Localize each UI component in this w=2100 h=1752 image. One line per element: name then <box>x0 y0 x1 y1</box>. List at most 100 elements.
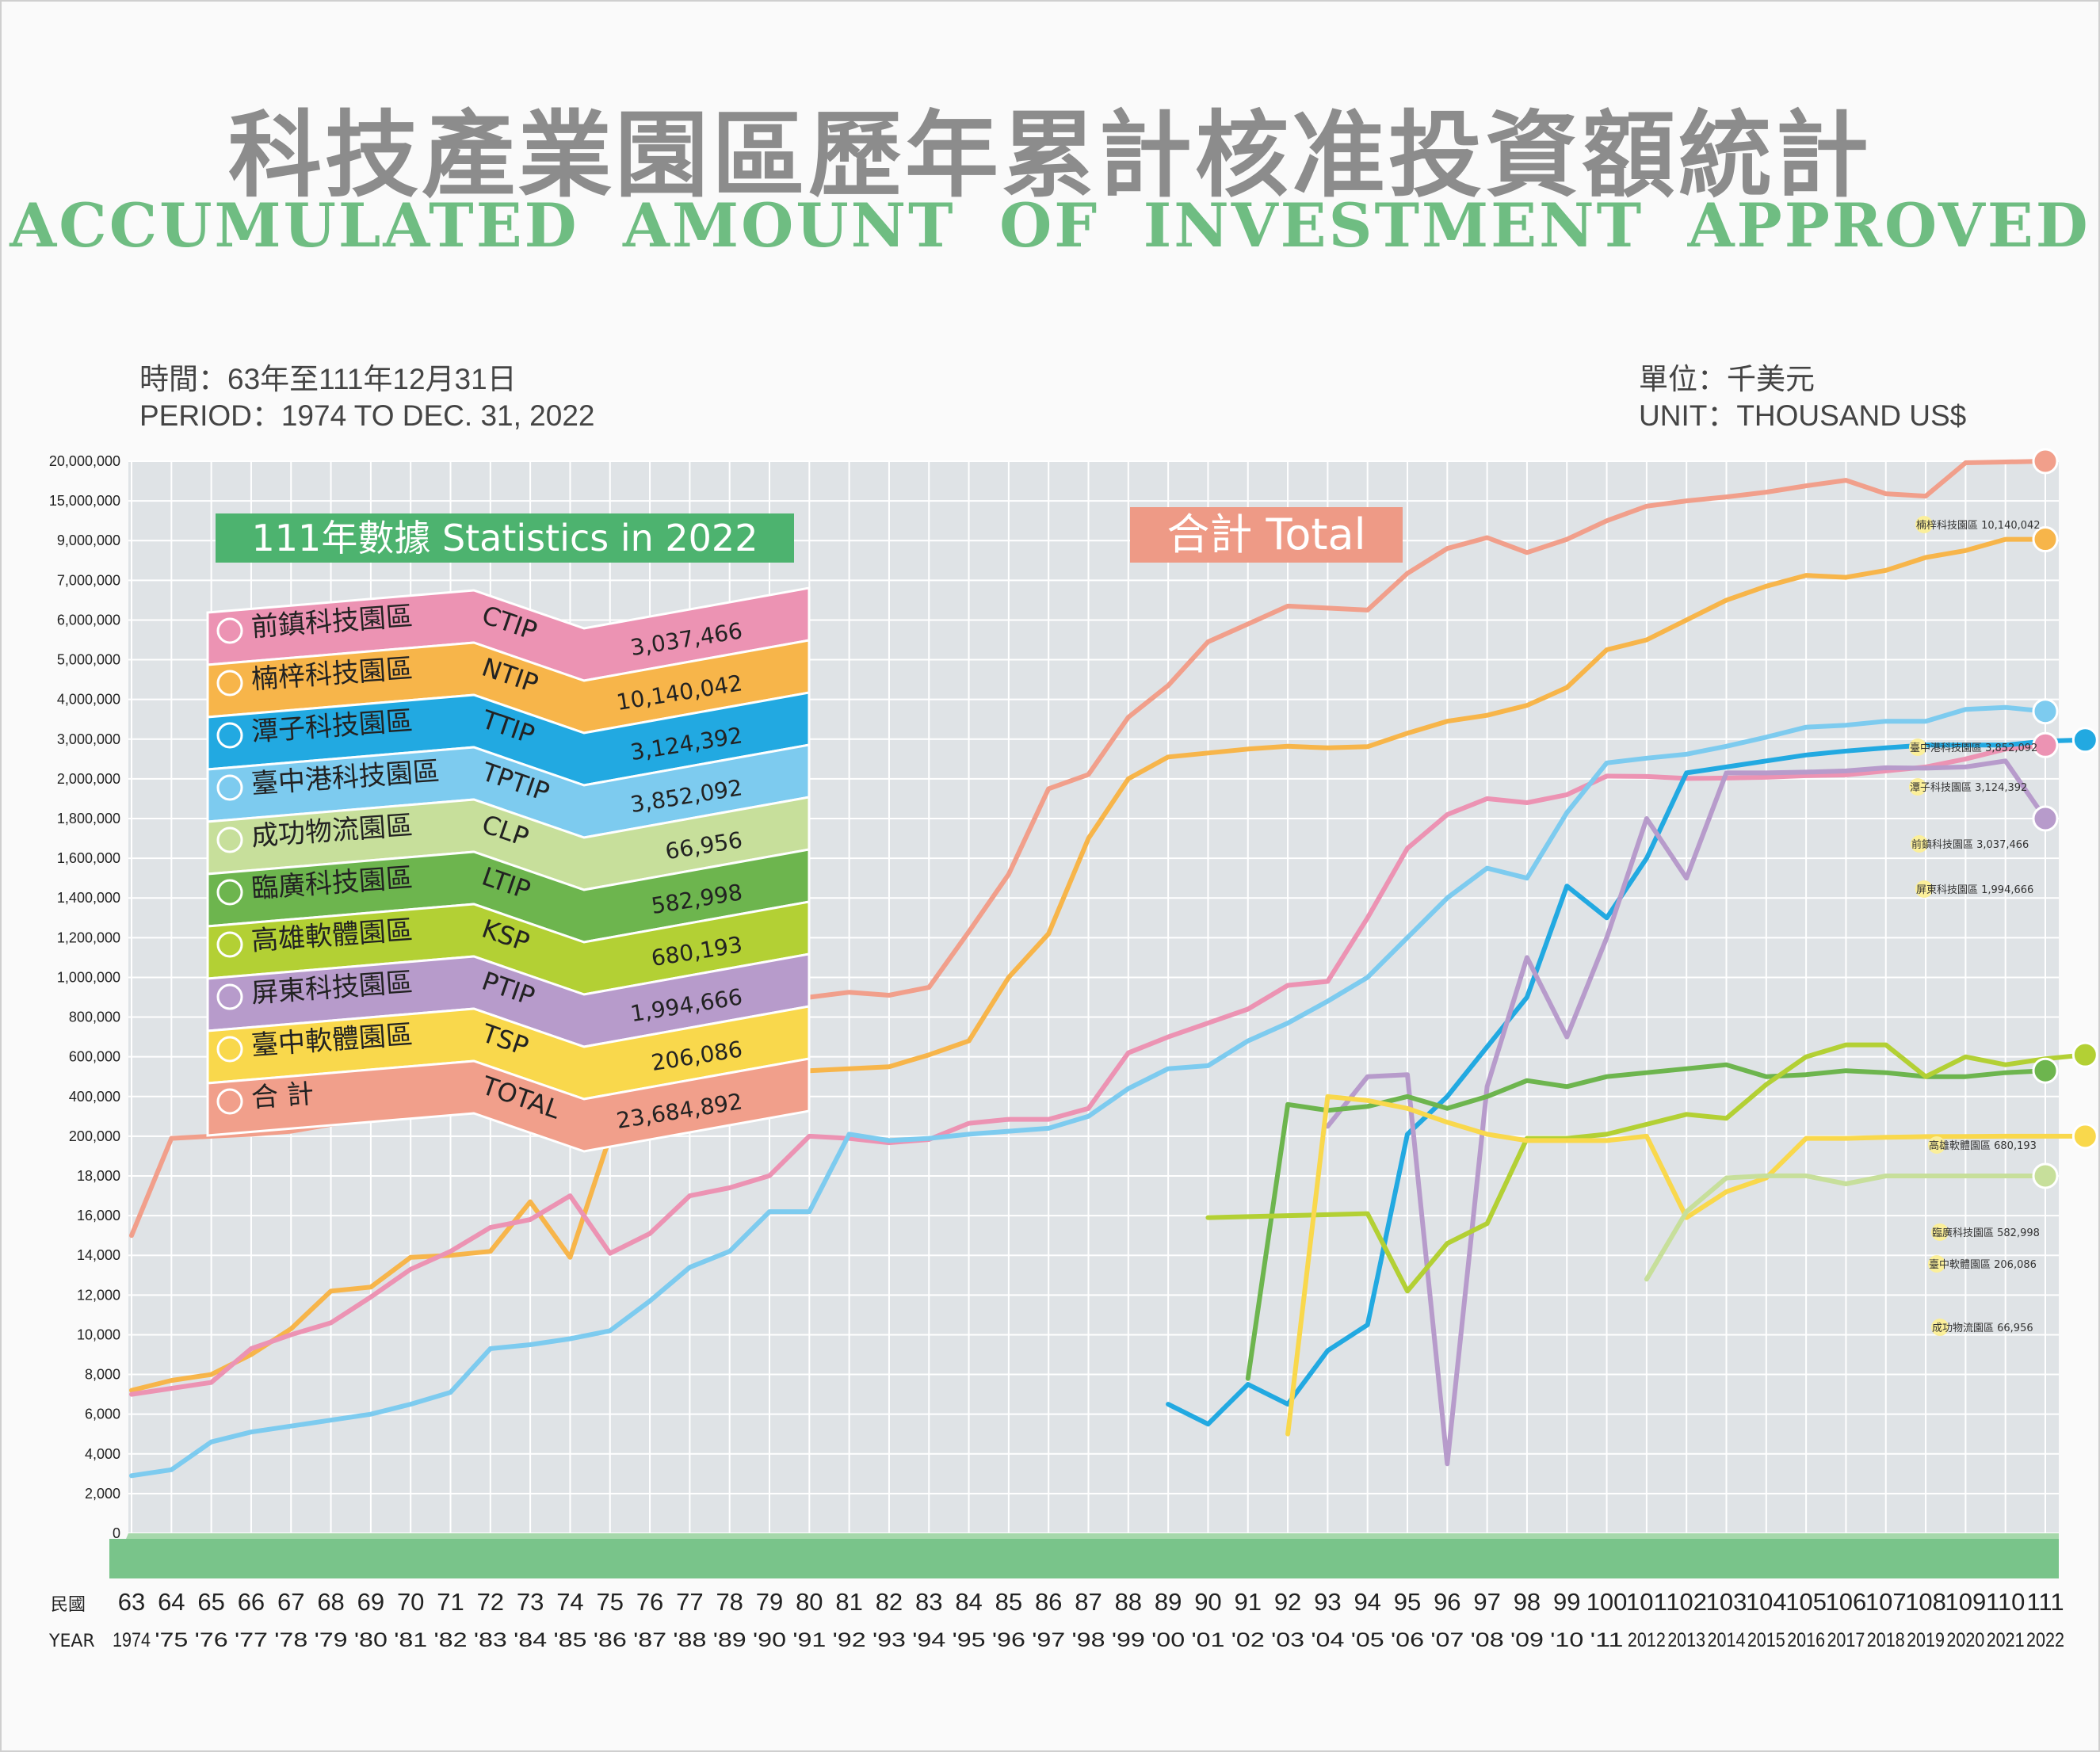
x-tick-year: '96 <box>992 1629 1025 1651</box>
x-tick-roc: 104 <box>1746 1588 1787 1616</box>
x-tick-roc: 88 <box>1115 1588 1142 1616</box>
total-label: 合計 Total <box>1130 507 1403 563</box>
x-tick-year: '88 <box>673 1629 706 1651</box>
y-axis: 0 2,000 4,000 6,000 8,000 10,000 12,000 14,000 1… <box>49 453 120 1541</box>
y-tick-label: 14,000 <box>77 1247 120 1263</box>
y-tick-label: 200,000 <box>69 1128 120 1144</box>
x-tick-year: 2022 <box>2026 1629 2064 1651</box>
end-label-dot <box>1909 778 1926 796</box>
y-tick-label: 2,000 <box>85 1486 120 1502</box>
x-tick-year: '00 <box>1151 1629 1185 1651</box>
x-tick-roc: 67 <box>277 1588 304 1616</box>
y-tick-label: 8,000 <box>85 1367 120 1383</box>
series-end-marker <box>2071 1041 2098 1068</box>
x-tick-roc: 101 <box>1626 1588 1667 1616</box>
x-tick-roc: 78 <box>716 1588 743 1616</box>
stats-row-dot <box>216 617 243 644</box>
x-axis: 民國 YEAR 63 1974 64 '75 65 '76 66 '77 67 '78 68 '79 69 '… <box>48 1588 2064 1651</box>
page-title: 科技產業園區歷年累計核准投資額統計 <box>227 101 1872 210</box>
x-tick-roc: 71 <box>437 1588 464 1616</box>
x-tick-roc: 91 <box>1235 1588 1262 1616</box>
x-tick-year: '08 <box>1471 1629 1504 1651</box>
y-tick-label: 6,000 <box>85 1407 120 1422</box>
y-tick-label: 1,000,000 <box>57 969 120 985</box>
x-tick-year: 2017 <box>1827 1629 1865 1651</box>
end-label: 楠梓科技園區 10,140,042 <box>1916 520 2041 532</box>
x-tick-roc: 76 <box>636 1588 663 1616</box>
y-tick-label: 2,000,000 <box>57 771 120 787</box>
x-tick-year: '09 <box>1510 1629 1544 1651</box>
x-tick-roc: 86 <box>1035 1588 1062 1616</box>
unit-label-zh: 單位：千美元 <box>1639 363 1815 395</box>
series-end-marker <box>2032 526 2059 553</box>
y-tick-label: 1,400,000 <box>57 890 120 906</box>
x-tick-roc: 75 <box>597 1588 624 1616</box>
x-tick-roc: 103 <box>1706 1588 1747 1616</box>
end-label: 潭子科技園區 3,124,392 <box>1910 782 2027 794</box>
series-end-marker <box>2071 727 2098 754</box>
x-tick-year: '05 <box>1351 1629 1384 1651</box>
y-tick-label: 600,000 <box>69 1049 120 1065</box>
stats-row-dot <box>216 1036 243 1063</box>
y-tick-label: 800,000 <box>69 1010 120 1025</box>
series-end-marker <box>2032 448 2059 475</box>
page-subtitle: ACCUMULATED AMOUNT OF INVESTMENT APPROVE… <box>10 190 2090 261</box>
x-tick-year: '93 <box>872 1629 906 1651</box>
end-label: 臺中港科技園區 3,852,092 <box>1910 742 2037 754</box>
series-end-marker <box>2032 1057 2059 1084</box>
y-tick-label: 9,000,000 <box>57 532 120 548</box>
x-tick-roc: 94 <box>1354 1588 1380 1616</box>
x-tick-year: 2012 <box>1628 1629 1666 1651</box>
end-label-dot <box>1928 1255 1945 1273</box>
x-tick-year: '02 <box>1231 1629 1265 1651</box>
y-tick-label: 1,200,000 <box>57 929 120 945</box>
x-tick-year: '97 <box>1032 1629 1065 1651</box>
stats-row-dot <box>216 774 243 801</box>
x-tick-year: 1974 <box>113 1629 151 1651</box>
x-tick-roc: 84 <box>955 1588 982 1616</box>
end-label: 臺中軟體園區 206,086 <box>1929 1258 2037 1271</box>
end-label: 前鎮科技園區 3,037,466 <box>1911 838 2029 851</box>
x-tick-year: '80 <box>354 1629 388 1651</box>
period-label-zh: 時間：63年至111年12月31日 <box>139 363 517 395</box>
series-end-marker <box>2032 805 2059 832</box>
x-tick-roc: 110 <box>1986 1588 2025 1616</box>
x-tick-year: '77 <box>235 1629 268 1651</box>
x-tick-year: '98 <box>1072 1629 1105 1651</box>
x-tick-year: '82 <box>434 1629 468 1651</box>
stats-row-dot <box>216 722 243 749</box>
x-tick-year: '86 <box>594 1629 627 1651</box>
x-tick-year: 2020 <box>1946 1629 1984 1651</box>
x-tick-year: '03 <box>1271 1629 1304 1651</box>
x-tick-roc: 97 <box>1473 1588 1500 1616</box>
y-tick-label: 3,000,000 <box>57 731 120 747</box>
x-tick-roc: 79 <box>756 1588 783 1616</box>
x-tick-roc: 99 <box>1553 1588 1580 1616</box>
end-label: 屏東科技園區 1,994,666 <box>1916 884 2033 896</box>
period-label-en: PERIOD：1974 TO DEC. 31, 2022 <box>139 399 595 432</box>
x-tick-roc: 89 <box>1155 1588 1182 1616</box>
y-tick-label: 6,000,000 <box>57 612 120 628</box>
y-tick-label: 7,000,000 <box>57 572 120 588</box>
x-tick-roc: 96 <box>1434 1588 1460 1616</box>
y-tick-label: 4,000 <box>85 1446 120 1462</box>
x-tick-year: 2015 <box>1747 1629 1785 1651</box>
x-tick-roc: 111 <box>2026 1588 2064 1616</box>
end-markers: 楠梓科技園區 10,140,042 臺中港科技園區 3,852,092 潭子科技園區… <box>1909 448 2098 1336</box>
x-tick-roc: 64 <box>158 1588 185 1616</box>
x-tick-year: 2021 <box>1987 1629 2025 1651</box>
x-tick-roc: 80 <box>796 1588 823 1616</box>
x-tick-roc: 105 <box>1785 1588 1827 1616</box>
y-tick-label: 1,600,000 <box>57 850 120 866</box>
x-tick-roc: 100 <box>1586 1588 1628 1616</box>
x-tick-roc: 98 <box>1514 1588 1541 1616</box>
x-tick-year: '78 <box>274 1629 307 1651</box>
x-tick-year: 2016 <box>1787 1629 1825 1651</box>
x-tick-roc: 72 <box>477 1588 504 1616</box>
x-tick-roc: 106 <box>1826 1588 1867 1616</box>
x-tick-roc: 82 <box>876 1588 903 1616</box>
series-line <box>129 536 2048 1393</box>
x-tick-roc: 108 <box>1905 1588 1946 1616</box>
end-label-dot <box>1931 1319 1949 1336</box>
